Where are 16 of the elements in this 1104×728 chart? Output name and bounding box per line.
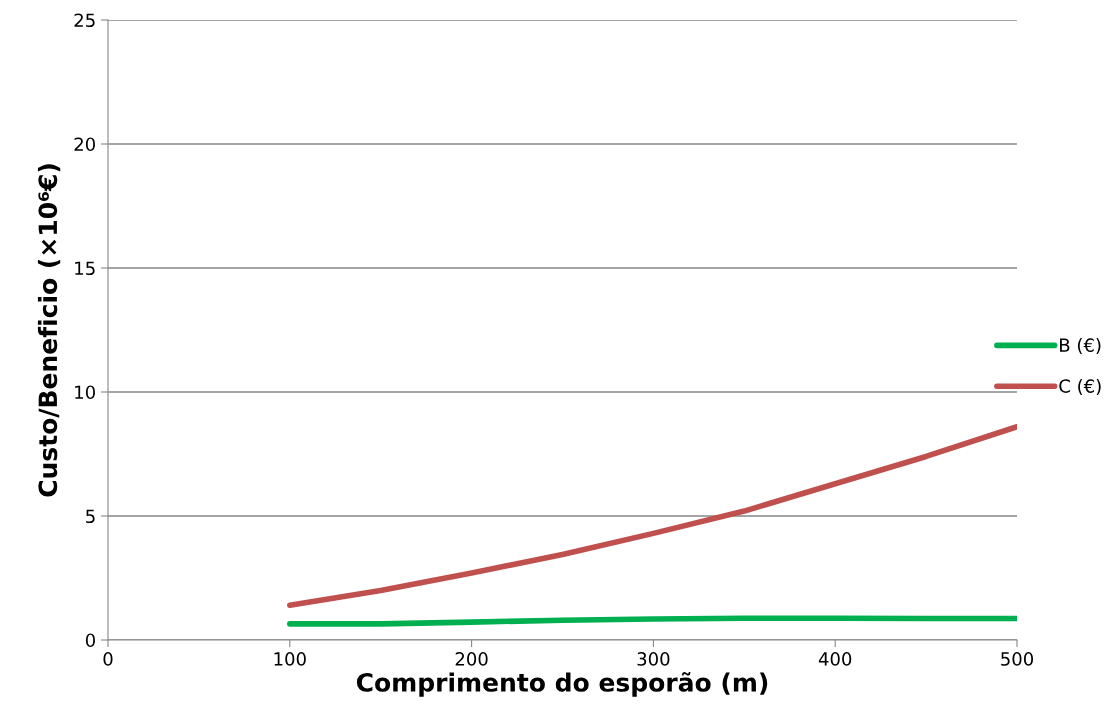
y-tick-label: 25 (74, 13, 95, 28)
y-tick-label: 20 (74, 137, 95, 152)
x-tick-label: 200 (455, 652, 488, 666)
x-tick-label: 400 (818, 652, 852, 666)
y-tick-label: 5 (86, 509, 95, 524)
legend-label: B (€) (1060, 338, 1101, 355)
x-tick-label: 300 (637, 652, 670, 666)
x-axis-title: Comprimento do esporão (m) (356, 672, 768, 697)
y-tick-label: 10 (75, 385, 95, 400)
legend-label: C (€) (1059, 378, 1101, 396)
x-tick-label: 100 (274, 652, 306, 666)
x-tick-label: 0 (103, 652, 113, 666)
x-tick-label: 500 (1001, 652, 1034, 666)
y-tick-label: 0 (85, 633, 95, 648)
y-tick-label: 15 (75, 261, 95, 276)
y-axis-title: Custo/Beneficio (×10⁶€) (37, 164, 61, 497)
